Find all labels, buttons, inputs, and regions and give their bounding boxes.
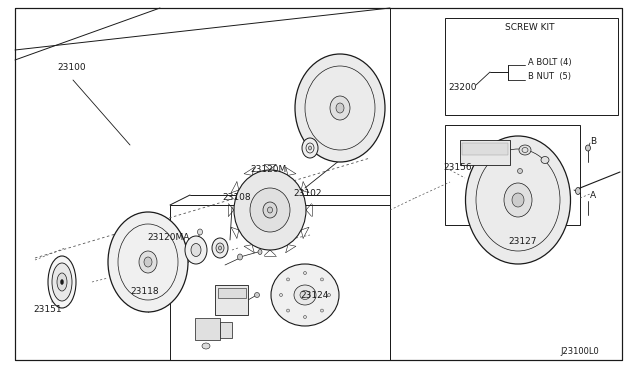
Ellipse shape (52, 263, 72, 301)
Bar (462, 143, 508, 155)
Bar (170, 205, 390, 360)
Ellipse shape (586, 145, 591, 151)
Ellipse shape (268, 207, 273, 213)
Text: 23120MA: 23120MA (147, 234, 189, 243)
Ellipse shape (336, 103, 344, 113)
Ellipse shape (287, 278, 289, 281)
Ellipse shape (308, 146, 312, 150)
Text: SCREW KIT: SCREW KIT (505, 23, 554, 32)
Ellipse shape (512, 193, 524, 207)
Ellipse shape (295, 54, 385, 162)
Text: 23100: 23100 (57, 64, 86, 73)
Ellipse shape (303, 272, 307, 275)
Ellipse shape (218, 246, 221, 250)
Bar (460, 140, 510, 165)
Ellipse shape (271, 264, 339, 326)
Ellipse shape (250, 188, 290, 232)
Ellipse shape (139, 251, 157, 273)
Text: 23108: 23108 (222, 192, 251, 202)
Ellipse shape (198, 229, 202, 235)
Ellipse shape (144, 257, 152, 267)
Text: 23118: 23118 (130, 288, 159, 296)
Ellipse shape (330, 96, 350, 120)
Ellipse shape (321, 278, 323, 281)
Ellipse shape (287, 309, 289, 312)
Text: 23102: 23102 (293, 189, 321, 199)
Ellipse shape (519, 145, 531, 155)
Ellipse shape (300, 291, 310, 299)
Ellipse shape (255, 292, 259, 298)
Ellipse shape (237, 254, 243, 260)
Ellipse shape (321, 309, 323, 312)
Ellipse shape (504, 183, 532, 217)
Bar (445, 18, 618, 115)
Text: B NUT  (5): B NUT (5) (528, 73, 571, 81)
Ellipse shape (202, 343, 210, 349)
Text: J23100L0: J23100L0 (560, 347, 599, 356)
Text: 23124: 23124 (300, 291, 328, 299)
Ellipse shape (216, 243, 224, 253)
Ellipse shape (575, 187, 580, 195)
Bar (195, 318, 220, 340)
Ellipse shape (48, 256, 76, 308)
Text: 23151: 23151 (33, 305, 61, 314)
Text: A BOLT (4): A BOLT (4) (528, 58, 572, 67)
Bar (218, 288, 246, 298)
Ellipse shape (57, 273, 67, 291)
Ellipse shape (263, 202, 277, 218)
Ellipse shape (185, 236, 207, 264)
Ellipse shape (61, 279, 63, 285)
Bar (445, 125, 580, 225)
Ellipse shape (465, 136, 570, 264)
Text: 23120M: 23120M (250, 166, 286, 174)
Ellipse shape (302, 138, 318, 158)
Text: 23127: 23127 (508, 237, 536, 247)
Text: A: A (590, 190, 596, 199)
Ellipse shape (303, 315, 307, 318)
Ellipse shape (294, 285, 316, 305)
Ellipse shape (258, 250, 262, 254)
Ellipse shape (108, 212, 188, 312)
Ellipse shape (328, 294, 330, 296)
Ellipse shape (191, 244, 201, 257)
Ellipse shape (280, 294, 282, 296)
Ellipse shape (541, 157, 549, 164)
Text: 23200: 23200 (448, 83, 477, 93)
Text: 23156: 23156 (443, 164, 472, 173)
Bar (215, 285, 248, 315)
Ellipse shape (212, 238, 228, 258)
Text: B: B (590, 138, 596, 147)
Bar (220, 322, 232, 338)
Ellipse shape (518, 169, 522, 173)
Ellipse shape (234, 170, 306, 250)
